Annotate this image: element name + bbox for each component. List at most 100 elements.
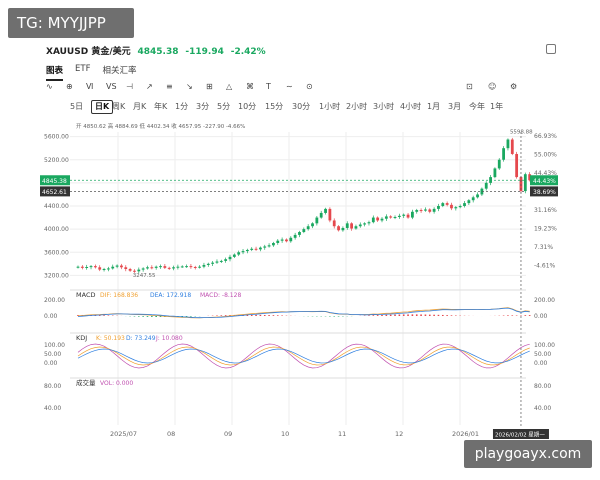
candle-body [172,267,175,269]
period-11[interactable]: 1小时 [319,102,341,111]
kdj-d-label: D: 73.249 [126,335,156,342]
toolbar-tool-4-icon[interactable]: ⊣ [126,82,133,91]
period-12[interactable]: 2小时 [346,102,368,111]
candle-body [128,269,132,271]
macd-hist-bar [437,314,440,316]
x-tick-label: 2025/07 [110,430,137,438]
toolbar-tool-3-icon[interactable]: VS [106,82,117,91]
macd-hist-bar [263,314,266,316]
tab-bar: 图表 ETF 相关汇率 [46,64,136,81]
crosshair-price-tag-text: 4652.61 [42,189,67,196]
pct-tick-label: 66.93% [534,133,557,140]
candle-body [324,208,327,213]
tab-chart[interactable]: 图表 [46,64,64,81]
candle-body [384,216,388,219]
candle-body [276,240,280,243]
candle-body [454,207,458,209]
candle-body [476,194,479,198]
volume-vol-label: VOL: 0.000 [100,380,133,387]
period-13[interactable]: 3小时 [373,102,395,111]
kdj-y-tick-left: 50.00 [44,351,61,358]
candle-body [211,262,215,264]
macd-hist-label: MACD: -8.128 [200,292,241,299]
kdj-j-line [77,343,530,369]
period-8[interactable]: 10分 [238,102,257,111]
watermark-top: TG: MYYJJPP [8,8,134,38]
period-16[interactable]: 3月 [448,102,462,111]
candle-body [515,153,519,178]
collapse-icon[interactable] [546,44,556,54]
toolbar-tool-7-icon[interactable]: ↘ [186,82,193,91]
period-1[interactable]: 日K [91,100,114,114]
period-9[interactable]: 15分 [265,102,284,111]
macd-hist-bar [259,314,262,316]
candle-body [337,226,340,231]
toolbar-tool-6-icon[interactable]: ≡ [166,82,173,91]
candle-body [228,256,232,260]
candle-body [159,266,162,268]
period-15[interactable]: 1月 [427,102,441,111]
macd-hist-bar [224,315,227,316]
toolbar-tool-5-icon[interactable]: ↗ [146,82,153,91]
macd-hist-bar [376,315,379,316]
candle-body [163,266,167,268]
macd-hist-bar [398,314,401,316]
candle-body [80,266,84,268]
period-3[interactable]: 月K [133,102,147,111]
pct-last-tag-text: 44.43% [533,178,556,185]
macd-y-tick-left: 200.00 [44,297,65,304]
macd-hist-bar [107,315,110,316]
toolbar-tool-2-icon[interactable]: Ⅵ [86,82,94,91]
macd-hist-bar [276,315,279,316]
period-10[interactable]: 30分 [292,102,311,111]
period-7[interactable]: 5分 [217,102,231,111]
candle-body [332,220,336,227]
last-price-tag-text: 4845.38 [42,178,67,185]
macd-hist-bar [442,314,444,316]
toolbar-tool-16-icon[interactable]: ⚙ [510,82,518,91]
candle-body [102,269,106,271]
candle-body [263,246,267,248]
pct-last-tag [530,175,558,186]
macd-hist-bar [98,315,101,316]
toolbar-tool-0-icon[interactable]: ∿ [46,82,53,91]
toolbar-tool-11-icon[interactable]: T [266,82,271,91]
macd-hist-bar [511,315,514,316]
toolbar-tool-15-icon[interactable]: ☺ [488,82,497,91]
period-0[interactable]: 5日 [70,102,84,111]
y-tick-label: 5200.00 [44,157,69,164]
candle-body [193,266,197,268]
tab-etf[interactable]: ETF [75,64,91,74]
period-18[interactable]: 1年 [490,102,504,111]
crosshair-date-text: 2026/02/02 星期一 [495,432,545,439]
candle-body [315,217,319,224]
macd-hist-bar [428,314,431,316]
toolbar-tool-9-icon[interactable]: △ [226,82,233,91]
toolbar-tool-1-icon[interactable]: ⊕ [66,82,73,91]
candle-body [167,267,171,269]
candle-body [89,266,93,268]
toolbar-tool-10-icon[interactable]: ⌘ [246,82,254,91]
macd-hist-bar [220,315,223,316]
tab-related-fx[interactable]: 相关汇率 [102,66,137,76]
toolbar-tool-13-icon[interactable]: ⊙ [306,82,313,91]
macd-hist-bar [372,315,375,316]
candle-body [497,159,501,169]
period-4[interactable]: 年K [154,102,168,111]
macd-hist-bar [420,314,422,316]
candle-body [380,218,384,221]
toolbar-tool-8-icon[interactable]: ⊞ [206,82,213,91]
period-selector: 5日 日K 周K 月K 年K 1分 3分 5分 10分 15分 30分 1小时 2小时 3小时 4小时 1月 3… [44,100,556,114]
candle-body [402,214,406,216]
period-14[interactable]: 4小时 [400,102,422,111]
period-2[interactable]: 周K [112,102,126,111]
toolbar-tool-12-icon[interactable]: ∼ [286,82,293,91]
candle-body [502,148,505,160]
y-tick-label: 3600.00 [44,249,69,256]
pct-tick-label: 44.43% [534,170,557,177]
period-5[interactable]: 1分 [175,102,189,111]
period-17[interactable]: 今年 [469,102,485,111]
period-6[interactable]: 3分 [196,102,210,111]
toolbar-tool-14-icon[interactable]: ⊡ [466,82,473,91]
